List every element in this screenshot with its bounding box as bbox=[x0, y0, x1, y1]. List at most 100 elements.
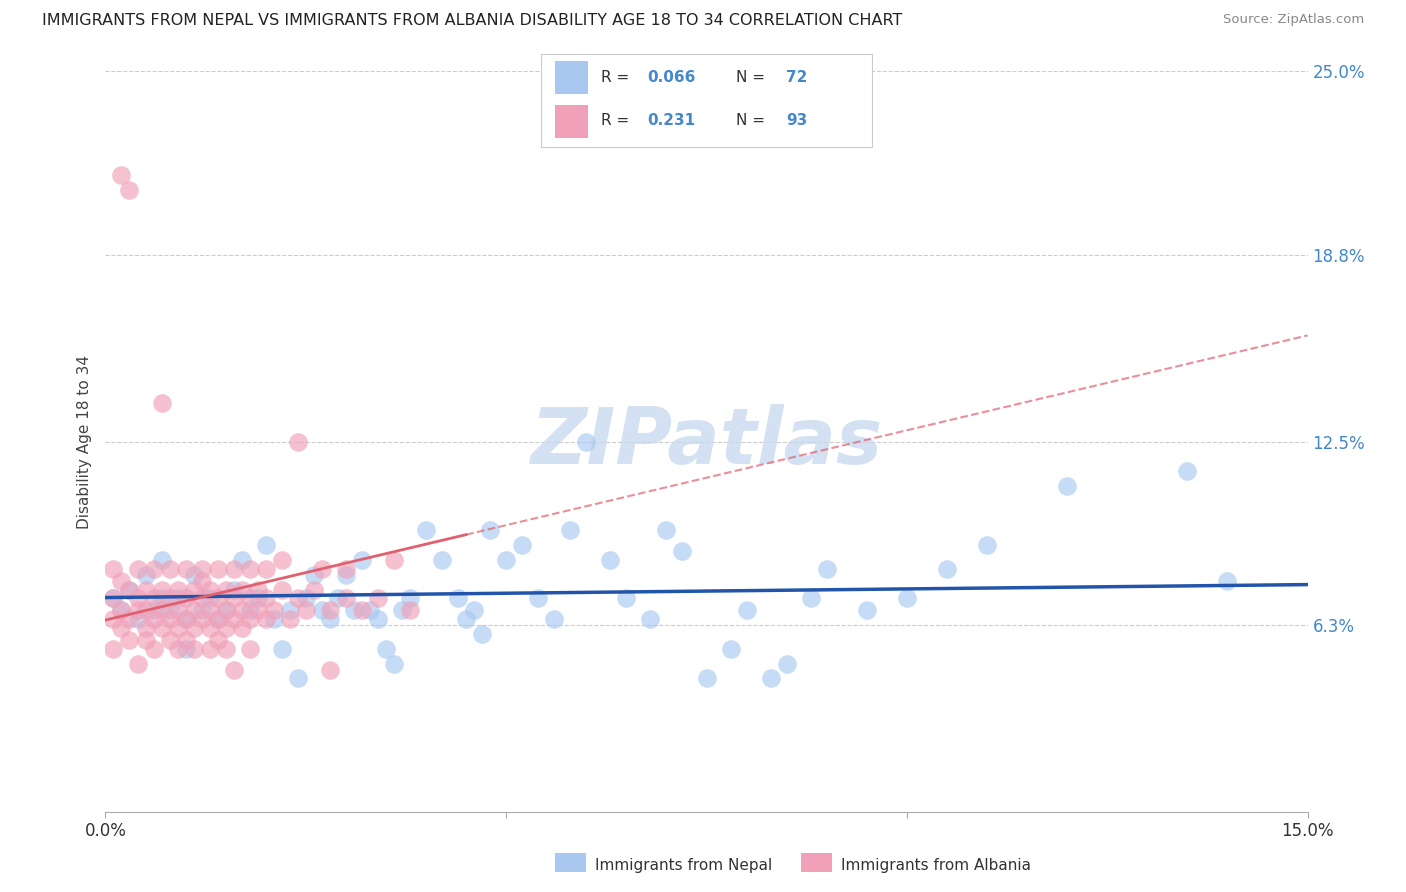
Point bbox=[430, 553, 453, 567]
Text: 0.231: 0.231 bbox=[647, 113, 695, 128]
Point bbox=[142, 591, 165, 606]
Point bbox=[166, 641, 188, 656]
Point bbox=[382, 553, 405, 567]
Point bbox=[311, 603, 333, 617]
Point bbox=[1177, 464, 1199, 478]
Point bbox=[270, 582, 292, 597]
Point bbox=[254, 612, 277, 626]
Point bbox=[239, 591, 262, 606]
Point bbox=[231, 582, 253, 597]
Text: R =: R = bbox=[600, 70, 634, 85]
Point bbox=[1056, 479, 1078, 493]
Point bbox=[190, 562, 212, 576]
Point bbox=[150, 396, 173, 410]
Point bbox=[311, 562, 333, 576]
Text: Immigrants from Albania: Immigrants from Albania bbox=[841, 858, 1031, 872]
Point bbox=[142, 562, 165, 576]
Point bbox=[222, 591, 245, 606]
Point bbox=[159, 562, 181, 576]
Point bbox=[278, 612, 301, 626]
Point bbox=[599, 553, 621, 567]
Point bbox=[207, 632, 229, 647]
Point bbox=[198, 621, 221, 635]
Point bbox=[166, 591, 188, 606]
Point bbox=[278, 603, 301, 617]
Point bbox=[359, 603, 381, 617]
Text: Immigrants from Nepal: Immigrants from Nepal bbox=[595, 858, 772, 872]
Point bbox=[671, 544, 693, 558]
Point bbox=[936, 562, 959, 576]
Text: N =: N = bbox=[737, 70, 770, 85]
Point bbox=[150, 603, 173, 617]
Point bbox=[735, 603, 758, 617]
Point bbox=[103, 591, 125, 606]
Point bbox=[231, 553, 253, 567]
Point bbox=[174, 632, 197, 647]
Point bbox=[575, 434, 598, 449]
Point bbox=[127, 591, 149, 606]
Point bbox=[263, 612, 285, 626]
Point bbox=[454, 612, 477, 626]
Point bbox=[198, 591, 221, 606]
Point bbox=[135, 621, 157, 635]
Point bbox=[222, 663, 245, 677]
Point bbox=[510, 538, 533, 552]
Point bbox=[254, 591, 277, 606]
Point bbox=[110, 603, 132, 617]
Point bbox=[302, 567, 325, 582]
Point bbox=[254, 538, 277, 552]
Point bbox=[696, 672, 718, 686]
Point bbox=[174, 562, 197, 576]
Point bbox=[302, 582, 325, 597]
Point bbox=[319, 603, 342, 617]
Point bbox=[110, 621, 132, 635]
Point bbox=[447, 591, 470, 606]
Point bbox=[295, 603, 318, 617]
Point bbox=[896, 591, 918, 606]
Point bbox=[198, 603, 221, 617]
Point bbox=[367, 612, 389, 626]
Point bbox=[399, 591, 422, 606]
Point bbox=[254, 562, 277, 576]
Point bbox=[118, 582, 141, 597]
Point bbox=[166, 621, 188, 635]
Point bbox=[183, 621, 205, 635]
Point bbox=[246, 591, 269, 606]
Point bbox=[135, 603, 157, 617]
Point bbox=[135, 582, 157, 597]
Point bbox=[391, 603, 413, 617]
Point bbox=[246, 582, 269, 597]
Point bbox=[174, 641, 197, 656]
Point bbox=[150, 582, 173, 597]
Point bbox=[976, 538, 998, 552]
Point bbox=[800, 591, 823, 606]
Point bbox=[214, 582, 236, 597]
Point bbox=[166, 603, 188, 617]
Point bbox=[103, 591, 125, 606]
Point bbox=[239, 603, 262, 617]
Point bbox=[367, 591, 389, 606]
Point bbox=[127, 562, 149, 576]
Point bbox=[222, 562, 245, 576]
Point bbox=[343, 603, 366, 617]
Point bbox=[815, 562, 838, 576]
Point bbox=[142, 603, 165, 617]
Text: IMMIGRANTS FROM NEPAL VS IMMIGRANTS FROM ALBANIA DISABILITY AGE 18 TO 34 CORRELA: IMMIGRANTS FROM NEPAL VS IMMIGRANTS FROM… bbox=[42, 13, 903, 29]
Point bbox=[159, 632, 181, 647]
Point bbox=[560, 524, 582, 538]
Text: R =: R = bbox=[600, 113, 634, 128]
Point bbox=[110, 603, 132, 617]
Point bbox=[159, 612, 181, 626]
Point bbox=[159, 591, 181, 606]
Point bbox=[295, 591, 318, 606]
Point bbox=[287, 672, 309, 686]
Point bbox=[222, 582, 245, 597]
Point bbox=[382, 657, 405, 671]
Point bbox=[183, 603, 205, 617]
Point bbox=[231, 621, 253, 635]
Point bbox=[374, 641, 398, 656]
Point bbox=[142, 612, 165, 626]
Point bbox=[166, 582, 188, 597]
Point bbox=[1216, 574, 1239, 588]
Point bbox=[415, 524, 437, 538]
